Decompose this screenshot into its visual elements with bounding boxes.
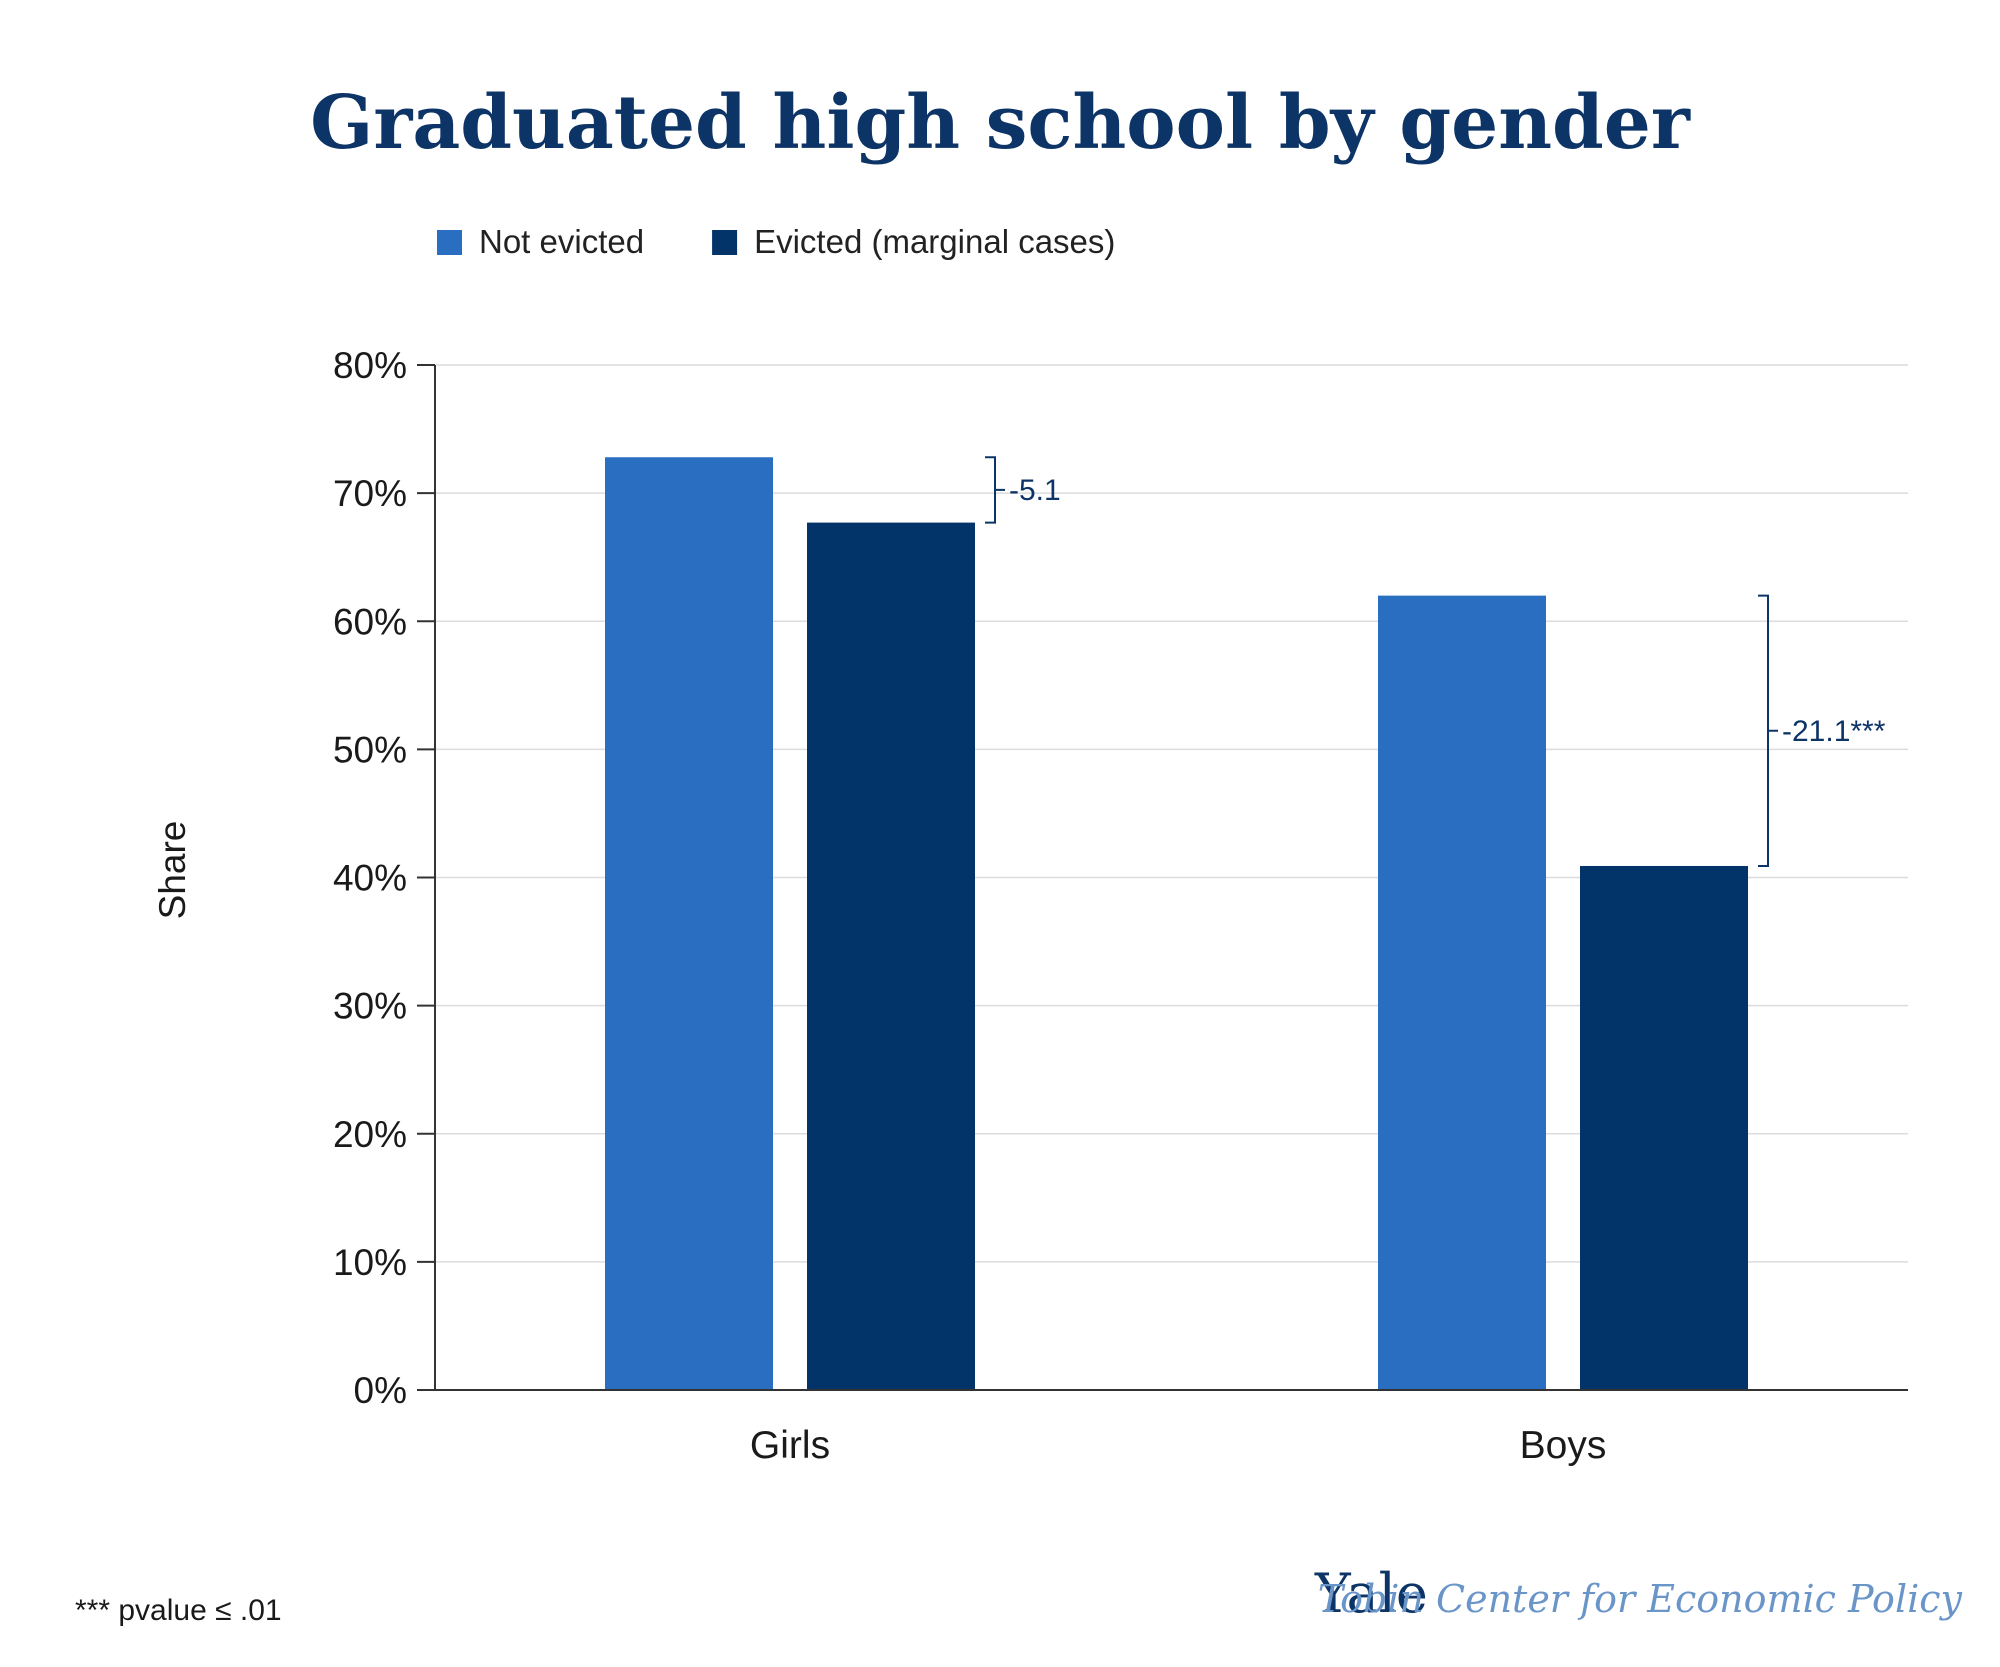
y-axis-title: Share [152, 821, 193, 920]
difference-label: -21.1*** [1782, 715, 1886, 748]
x-category-label: Girls [750, 1424, 830, 1467]
bars [605, 457, 1748, 1390]
legend-swatch [712, 230, 738, 255]
y-tick-label: 60% [333, 601, 407, 642]
axes [434, 365, 1908, 1391]
bar-boys-not-evicted [1378, 595, 1546, 1390]
bar-girls-not-evicted [605, 457, 773, 1390]
x-category-label: Boys [1520, 1424, 1607, 1467]
difference-bracket [1758, 594, 1778, 867]
bar-boys-evicted [1580, 865, 1748, 1390]
legend: Not evicted Evicted (marginal cases) [437, 223, 1115, 260]
y-tick-label: 80% [333, 345, 407, 386]
y-axis-ticks: 0% 10% 20% 30% 40% 50% 60% 70% 80% [333, 345, 435, 1411]
legend-swatch [437, 230, 462, 255]
legend-label: Evicted (marginal cases) [754, 223, 1115, 260]
x-axis-categories: Girls Boys [750, 1424, 1606, 1467]
y-tick-label: 50% [333, 729, 407, 770]
bar-girls-evicted [807, 522, 975, 1390]
difference-bracket [985, 456, 1005, 524]
difference-label: -5.1 [1009, 474, 1061, 507]
y-tick-label: 70% [333, 473, 407, 514]
y-tick-label: 20% [333, 1114, 407, 1155]
chart-title: Graduated high school by gender [310, 80, 1691, 166]
brand-yale: Yale [1314, 1562, 1428, 1625]
y-tick-label: 10% [333, 1242, 407, 1283]
footnote: *** pvalue ≤ .01 [75, 1594, 282, 1627]
annotations: -5.1 -21.1*** [985, 456, 1886, 867]
y-tick-label: 0% [354, 1370, 407, 1411]
y-tick-label: 40% [333, 858, 407, 899]
y-tick-label: 30% [333, 986, 407, 1027]
legend-label: Not evicted [479, 223, 644, 260]
brand-center: Tobin Center for Economic Policy [1318, 1577, 1963, 1621]
branding: Yale Tobin Center for Economic Policy [1314, 1562, 1963, 1625]
